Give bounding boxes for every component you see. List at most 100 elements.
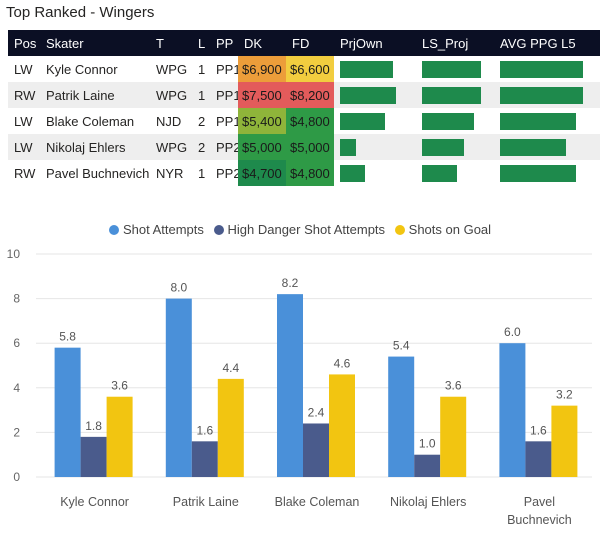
data-bar: [422, 112, 474, 130]
cell-team: WPG: [150, 134, 192, 160]
cell-skater: Blake Coleman: [46, 113, 135, 129]
column-header-ls-proj[interactable]: LS_Proj: [416, 30, 494, 56]
data-label: 3.2: [556, 388, 573, 402]
legend-marker-icon: [394, 225, 405, 235]
column-header-line[interactable]: L: [192, 30, 210, 56]
legend-label: High Danger Shot Attempts: [227, 222, 386, 237]
x-tick-label: Kyle Connor: [60, 495, 129, 509]
chart-bar: [303, 423, 329, 477]
data-label: 4.6: [334, 356, 351, 370]
data-label: 1.6: [530, 423, 547, 437]
cell-ls-proj-bar: [416, 56, 494, 82]
legend-marker-icon: [213, 225, 224, 235]
cell-prjown-bar: [334, 134, 416, 160]
cell-skater: Nikolaj Ehlers: [40, 134, 150, 160]
chart-plot-area: 0 2 4 6 8 10 5.8 1.8 3.6 Kyle Connor 8.0 1.6 4.4 Patr…: [7, 247, 592, 527]
y-tick-label: 10: [7, 247, 21, 261]
data-label: 1.0: [419, 437, 436, 451]
cell-team: NJD: [156, 113, 182, 129]
cell-avg-ppg-bar: [494, 108, 600, 134]
data-label: 2.4: [308, 405, 325, 419]
cell-avg-ppg-bar: [494, 82, 600, 108]
column-header-avg-ppg[interactable]: AVG PPG L5: [494, 30, 600, 56]
legend-item[interactable]: High Danger Shot Attempts: [213, 222, 386, 237]
cell-prjown-bar: [334, 56, 416, 82]
data-label: 6.0: [504, 325, 521, 339]
cell-avg-ppg-bar: [494, 56, 600, 82]
cell-dk-salary: $6,900: [238, 56, 286, 82]
cell-dk-salary: $5,000: [238, 134, 286, 160]
cell-skater: Pavel Buchnevich: [46, 165, 150, 181]
x-tick-label: Blake Coleman: [275, 495, 360, 509]
x-tick-label: Patrik Laine: [173, 495, 239, 509]
cell-fd-salary: $4,800: [286, 108, 334, 134]
column-header-pos[interactable]: Pos: [8, 30, 40, 56]
data-bar: [500, 112, 576, 130]
data-bar: [500, 86, 583, 104]
chart-bar: [499, 343, 526, 477]
cell-ls-proj-bar: [416, 108, 494, 134]
data-bar: [340, 164, 365, 182]
chart-bar: [80, 436, 107, 477]
table-row[interactable]: LW Blake Coleman NJD 2 PP1 $5,400 $4,800: [8, 108, 600, 134]
data-bar: [422, 86, 481, 104]
chart-bar: [440, 396, 467, 477]
cell-ls-proj-bar: [416, 134, 494, 160]
cell-fd-salary: $5,000: [286, 134, 334, 160]
cell-line: 2: [198, 113, 206, 129]
cell-pp: PP2: [216, 165, 238, 181]
table-row[interactable]: RW Pavel Buchnevich NYR 1 PP2 $4,700 $4,800: [8, 160, 600, 186]
cell-team: WPG: [156, 61, 188, 77]
table-header-row: Pos Skater T L PP DK FD PrjOwn LS_Proj A…: [8, 30, 600, 56]
data-bar: [422, 164, 457, 182]
data-label: 5.8: [59, 330, 76, 344]
cell-line: 1: [192, 82, 210, 108]
column-header-prjown[interactable]: PrjOwn: [334, 30, 416, 56]
legend-marker-icon: [108, 225, 119, 235]
column-header-pp[interactable]: PP: [210, 30, 238, 56]
table-row[interactable]: RW Patrik Laine WPG 1 PP1 $7,500 $8,200: [8, 82, 600, 108]
chart-legend: Shot Attempts High Danger Shot Attempts …: [0, 222, 600, 237]
shots-chart: Shot Attempts High Danger Shot Attempts …: [0, 214, 600, 543]
chart-bar: [106, 396, 133, 477]
visual-title: Top Ranked - Wingers: [6, 4, 155, 21]
chart-bar: [388, 356, 415, 477]
data-label: 3.6: [445, 379, 462, 393]
wingers-table: Pos Skater T L PP DK FD PrjOwn LS_Proj A…: [8, 30, 600, 186]
x-tick-label: Nikolaj Ehlers: [390, 495, 466, 509]
cell-pos: LW: [14, 113, 33, 129]
data-label: 1.8: [85, 419, 102, 433]
cell-team: NYR: [156, 165, 184, 181]
column-header-fd[interactable]: FD: [286, 30, 334, 56]
legend-label: Shot Attempts: [122, 222, 204, 237]
cell-ls-proj-bar: [416, 82, 494, 108]
cell-line: 1: [198, 165, 206, 181]
column-header-team[interactable]: T: [150, 30, 192, 56]
cell-prjown-bar: [334, 108, 416, 134]
cell-dk-salary: $7,500: [238, 82, 286, 108]
x-tick-label: Pavel Buchnevich: [507, 495, 572, 527]
cell-prjown-bar: [334, 82, 416, 108]
legend-item[interactable]: Shots on Goal: [394, 222, 491, 237]
data-bar: [340, 86, 396, 104]
data-bar: [422, 60, 481, 78]
data-bar: [500, 164, 576, 182]
table-row[interactable]: LW Kyle Connor WPG 1 PP1 $6,900 $6,600: [8, 56, 600, 82]
cell-pp: PP1: [210, 82, 238, 108]
chart-bar: [191, 441, 218, 477]
column-header-skater[interactable]: Skater: [40, 30, 150, 56]
cell-fd-salary: $4,800: [286, 160, 334, 186]
chart-bar: [277, 294, 303, 477]
cell-dk-salary: $5,400: [238, 108, 286, 134]
table-row[interactable]: LW Nikolaj Ehlers WPG 2 PP2 $5,000 $5,000: [8, 134, 600, 160]
data-label: 1.6: [196, 423, 213, 437]
cell-line: 2: [192, 134, 210, 160]
cell-line: 1: [198, 61, 206, 77]
cell-skater: Kyle Connor: [46, 61, 118, 77]
legend-item[interactable]: Shot Attempts: [108, 222, 204, 237]
data-bar: [340, 112, 385, 130]
column-header-dk[interactable]: DK: [238, 30, 286, 56]
cell-avg-ppg-bar: [494, 134, 600, 160]
data-bar: [340, 60, 393, 78]
cell-fd-salary: $6,600: [286, 56, 334, 82]
